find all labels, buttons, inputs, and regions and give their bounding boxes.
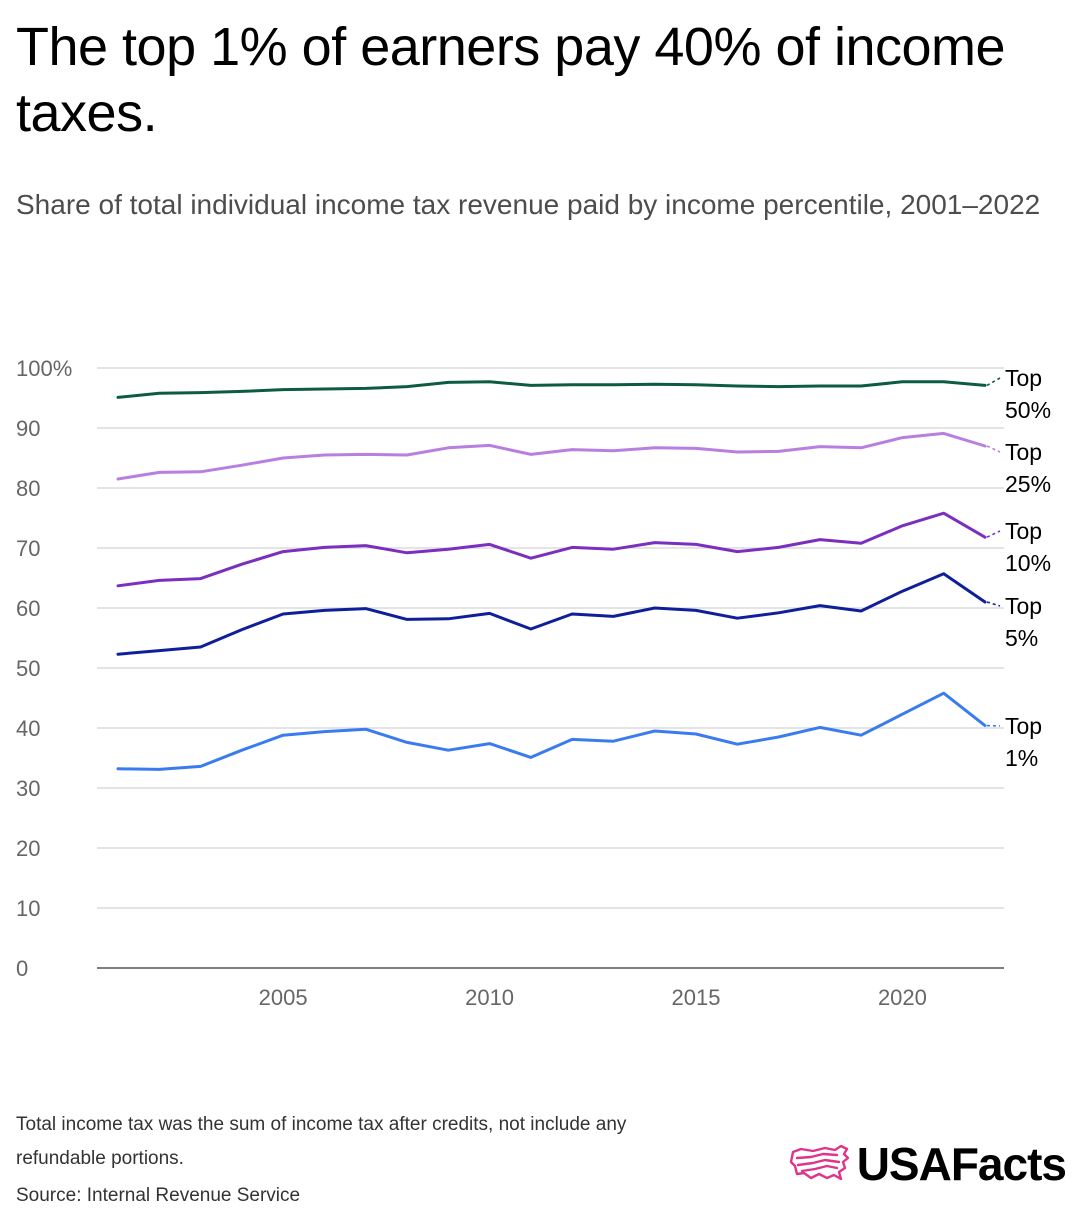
series-label: 5% <box>1005 625 1038 651</box>
line-chart: 0 10 20 30 40 50 60 70 80 90 100% 2005 2010 2015 2020 T… <box>16 356 1051 1010</box>
label-connector <box>986 445 1001 453</box>
series-label: Top <box>1005 518 1042 544</box>
y-tick-label: 60 <box>16 596 40 621</box>
chart-title: The top 1% of earners pay 40% of income … <box>16 17 1006 143</box>
series-line-top-50- <box>116 380 987 399</box>
label-connector <box>986 601 1001 607</box>
series-label: 50% <box>1005 397 1051 423</box>
series-label: Top <box>1005 439 1042 465</box>
series-label: Top <box>1005 365 1042 391</box>
footnote: Total income tax was the sum of income t… <box>16 1114 627 1169</box>
y-tick-label: 100% <box>16 356 72 381</box>
usafacts-flag-map-icon <box>789 1144 849 1181</box>
logo-text: USAFacts <box>856 1138 1067 1190</box>
series-line-top-10- <box>116 511 987 588</box>
x-tick-label: 2020 <box>878 985 927 1010</box>
series-label: Top <box>1005 593 1042 619</box>
series-line-top-5- <box>116 572 987 656</box>
usafacts-logo[interactable]: USAFacts <box>789 1136 1067 1192</box>
series-line-top-1- <box>116 691 987 771</box>
y-tick-label: 20 <box>16 836 40 861</box>
series-label: 25% <box>1005 471 1051 497</box>
label-connector <box>986 530 1001 538</box>
x-tick-label: 2005 <box>259 985 308 1010</box>
chart-subtitle: Share of total individual income tax rev… <box>16 189 1041 220</box>
source-note: Source: Internal Revenue Service <box>16 1185 301 1206</box>
x-tick-label: 2010 <box>465 985 514 1010</box>
series-label: Top <box>1005 713 1042 739</box>
y-tick-label: 70 <box>16 536 40 561</box>
label-connector <box>986 377 1001 387</box>
y-tick-label: 50 <box>16 656 40 681</box>
y-tick-label: 30 <box>16 776 40 801</box>
y-tick-label: 10 <box>16 896 40 921</box>
series-label: 10% <box>1005 550 1051 576</box>
series-label: 1% <box>1005 745 1038 771</box>
y-tick-label: 40 <box>16 716 40 741</box>
y-tick-label: 0 <box>16 956 28 981</box>
y-tick-label: 90 <box>16 416 40 441</box>
series-line-top-25- <box>116 431 987 481</box>
y-tick-label: 80 <box>16 476 40 501</box>
x-tick-label: 2015 <box>672 985 721 1010</box>
